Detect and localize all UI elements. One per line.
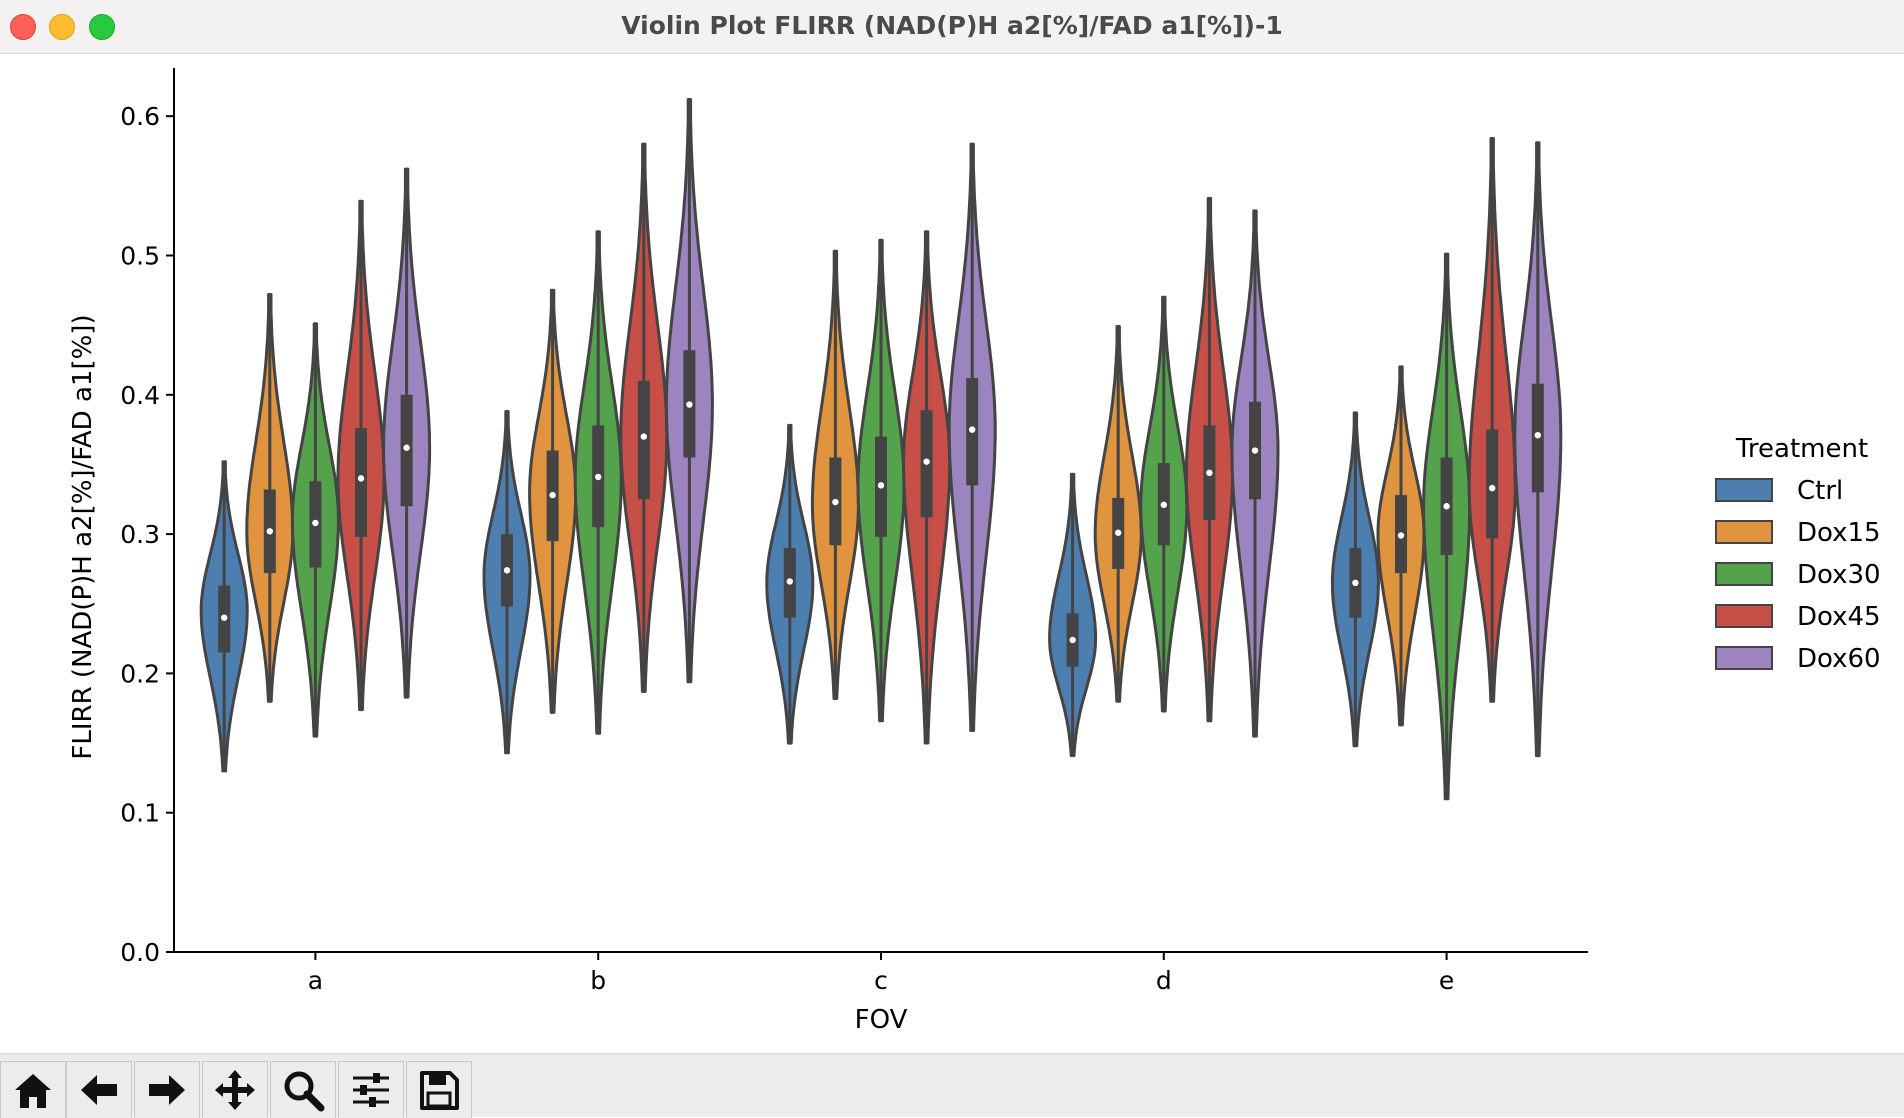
save-button[interactable] (406, 1061, 472, 1118)
legend: Treatment Ctrl Dox15 Dox30 Dox45 Dox60 (1715, 434, 1881, 674)
violin-median-dot (1160, 501, 1168, 509)
violin-marks (199, 98, 1563, 801)
legend-swatch (1715, 562, 1773, 586)
violin-median-dot (1251, 447, 1259, 454)
pan-move-icon (215, 1070, 255, 1110)
violin-iqr-box (1486, 429, 1499, 539)
y-tick-label: 0.6 (120, 102, 160, 131)
legend-swatch (1715, 646, 1773, 670)
x-axis-label: FOV (855, 1005, 908, 1035)
x-tick-label: b (590, 966, 606, 995)
y-tick-label: 0.1 (120, 799, 160, 828)
y-tick-label: 0.3 (120, 520, 160, 549)
minimize-window-button[interactable] (49, 14, 75, 40)
violin-median-dot (1489, 484, 1496, 492)
y-tick-label: 0.0 (120, 938, 160, 967)
violin-median-dot (403, 444, 410, 451)
violin-median-dot (1534, 431, 1542, 439)
y-tick-label: 0.2 (120, 659, 160, 688)
y-tick-label: 0.5 (120, 242, 160, 271)
violin-median-dot (686, 401, 693, 408)
legend-swatch (1715, 604, 1773, 628)
violin-median-dot (786, 578, 793, 585)
y-axis-label: FLIRR (NAD(P)H a2[%]/FAD a1[%]) (68, 314, 98, 759)
configure-subplots-icon (353, 1073, 389, 1107)
home-button[interactable] (0, 1061, 66, 1118)
violin-median-dot (503, 567, 511, 574)
back-button[interactable] (66, 1061, 132, 1118)
forward-arrow-icon (149, 1075, 185, 1105)
violin-median-dot (640, 433, 647, 440)
violin-plot: 0.0 0.1 0.2 0.3 0.4 0.5 0.6 a b c d e FOV FLIRR (NAD(… (68, 68, 1881, 1035)
back-arrow-icon (81, 1075, 117, 1105)
x-tick-label: d (1156, 966, 1172, 995)
forward-button[interactable] (134, 1061, 200, 1118)
zoom-button[interactable] (270, 1061, 336, 1118)
legend-swatch (1715, 520, 1773, 544)
violin-median-dot (312, 519, 319, 527)
violin-median-dot (1397, 532, 1405, 539)
navigation-toolbar (0, 1053, 1904, 1118)
violin-median-dot (595, 473, 602, 481)
x-tick-label: c (874, 966, 888, 995)
violin-median-dot (923, 458, 930, 465)
configure-subplots-button[interactable] (338, 1061, 404, 1118)
y-tick-label: 0.4 (120, 381, 160, 410)
violin-median-dot (832, 498, 839, 506)
window-titlebar: Violin Plot FLIRR (NAD(P)H a2[%]/FAD a1[… (0, 0, 1904, 54)
violin-iqr-box (637, 380, 650, 500)
legend-label: Ctrl (1797, 476, 1843, 506)
legend-label: Dox60 (1797, 644, 1881, 674)
legend-label: Dox45 (1797, 602, 1881, 632)
violin-median-dot (549, 491, 556, 499)
legend-title: Treatment (1735, 434, 1868, 464)
violin-median-dot (1069, 636, 1076, 644)
violin-median-dot (1206, 469, 1213, 477)
save-floppy-icon (420, 1071, 459, 1110)
plot-axes: 0.0 0.1 0.2 0.3 0.4 0.5 0.6 a b c d e FOV FLIRR (NAD(… (68, 68, 1588, 1035)
x-tick-label: a (308, 966, 323, 995)
violin-median-dot (969, 426, 976, 433)
violin-median-dot (877, 482, 885, 489)
violin-median-dot (266, 528, 273, 535)
legend-label: Dox15 (1797, 518, 1881, 548)
violin-median-dot (1115, 529, 1122, 536)
maximize-window-button[interactable] (89, 14, 115, 40)
violin-iqr-box (355, 428, 367, 537)
violin-median-dot (1352, 579, 1359, 587)
legend-label: Dox30 (1797, 560, 1881, 590)
violin-median-dot (357, 475, 365, 482)
violin-median-dot (221, 614, 228, 621)
pan-button[interactable] (202, 1061, 268, 1118)
legend-swatch (1715, 478, 1773, 502)
window-title: Violin Plot FLIRR (NAD(P)H a2[%]/FAD a1[… (621, 11, 1283, 40)
zoom-magnifier-icon (284, 1071, 325, 1112)
close-window-button[interactable] (10, 14, 36, 40)
home-icon (15, 1074, 51, 1108)
x-tick-label: e (1439, 966, 1454, 995)
violin-median-dot (1443, 503, 1450, 510)
